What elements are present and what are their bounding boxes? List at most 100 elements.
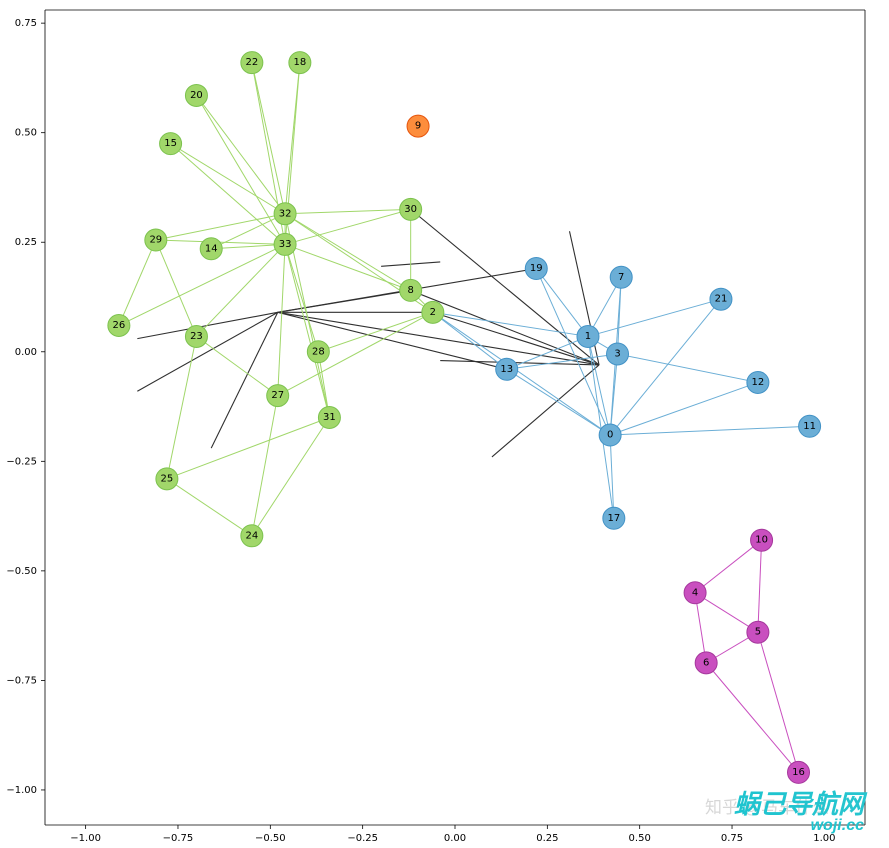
node-20: 20 [185,84,207,106]
node-label: 20 [190,90,203,101]
edge [285,244,318,351]
node-label: 28 [312,346,325,357]
edge [285,244,329,417]
node-8: 8 [400,279,422,301]
node-18: 18 [289,52,311,74]
node-label: 10 [755,535,768,546]
x-tick-label: 0.25 [536,833,558,844]
nodes-layer: 0123456789101112131415161718192021222324… [108,52,821,784]
edge-black [411,290,599,364]
node-label: 19 [530,263,543,274]
y-tick-label: 0.75 [15,18,37,29]
node-label: 21 [715,294,728,305]
node-label: 22 [245,57,258,68]
node-4: 4 [684,582,706,604]
node-24: 24 [241,525,263,547]
node-label: 4 [692,587,698,598]
node-23: 23 [185,325,207,347]
node-label: 11 [803,421,816,432]
edge [171,144,286,245]
x-tick-label: 0.00 [444,833,466,844]
node-11: 11 [799,415,821,437]
edge [285,214,411,291]
node-label: 9 [415,121,421,132]
edge [758,540,762,632]
node-21: 21 [710,288,732,310]
node-label: 8 [407,285,413,296]
y-tick-label: 0.50 [15,128,37,139]
node-30: 30 [400,198,422,220]
plot-canvas: −1.00 −0.75 −0.50 −0.25 0.00 0.25 0.50 0.75 1.00… [0,0,889,848]
node-27: 27 [267,385,289,407]
y-tick-label: −0.75 [6,675,37,686]
x-tick-label: 0.75 [721,833,743,844]
y-tick-label: −1.00 [6,785,37,796]
network-graph: −1.00 −0.75 −0.50 −0.25 0.00 0.25 0.50 0.75 1.00… [0,0,889,848]
node-6: 6 [695,652,717,674]
x-tick-label: −0.75 [163,833,194,844]
edge [758,632,799,772]
node-17: 17 [603,507,625,529]
node-0: 0 [599,424,621,446]
node-label: 29 [149,235,162,246]
x-tick-label: −0.25 [347,833,378,844]
y-tick-label: −0.50 [6,566,37,577]
y-tick-label: −0.25 [6,456,37,467]
edge-black [211,312,277,448]
node-13: 13 [496,358,518,380]
edge [618,354,758,382]
edge [167,479,252,536]
edge [285,244,411,290]
node-label: 16 [792,767,805,778]
node-label: 0 [607,430,613,441]
x-tick-label: 1.00 [813,833,835,844]
node-label: 15 [164,138,177,149]
x-tick-label: 0.50 [629,833,651,844]
node-label: 25 [161,473,174,484]
node-3: 3 [607,343,629,365]
node-label: 1 [585,331,591,342]
edge [610,426,809,435]
edge [252,418,330,536]
node-label: 14 [205,243,218,254]
edge [610,382,758,435]
node-16: 16 [788,761,810,783]
x-tick-label: −1.00 [70,833,101,844]
edge [278,244,285,395]
edge [610,299,721,435]
node-32: 32 [274,203,296,225]
node-label: 18 [293,57,306,68]
node-label: 7 [618,272,624,283]
node-label: 5 [755,627,761,638]
edge [171,144,286,214]
edge [588,299,721,336]
node-label: 32 [279,208,292,219]
node-label: 26 [113,320,126,331]
watermark-zhihu: 知乎 @马车什么 [705,793,829,818]
edge [507,369,610,435]
edge-black [137,312,277,391]
node-22: 22 [241,52,263,74]
y-tick-label: 0.25 [15,237,37,248]
edge [318,312,433,351]
edge [119,244,285,325]
x-tick-label: −0.50 [255,833,286,844]
node-14: 14 [200,238,222,260]
edge [252,396,278,536]
edge [119,240,156,325]
edge [507,354,618,369]
y-tick-label: 0.00 [15,347,37,358]
node-10: 10 [751,529,773,551]
edge [285,209,411,213]
node-12: 12 [747,371,769,393]
node-label: 24 [245,530,258,541]
node-label: 17 [607,513,620,524]
node-2: 2 [422,301,444,323]
node-label: 6 [703,657,709,668]
edge [156,240,197,336]
edge [167,336,197,478]
node-label: 27 [271,390,284,401]
node-label: 31 [323,412,336,423]
node-label: 33 [279,239,292,250]
node-label: 13 [500,364,513,375]
